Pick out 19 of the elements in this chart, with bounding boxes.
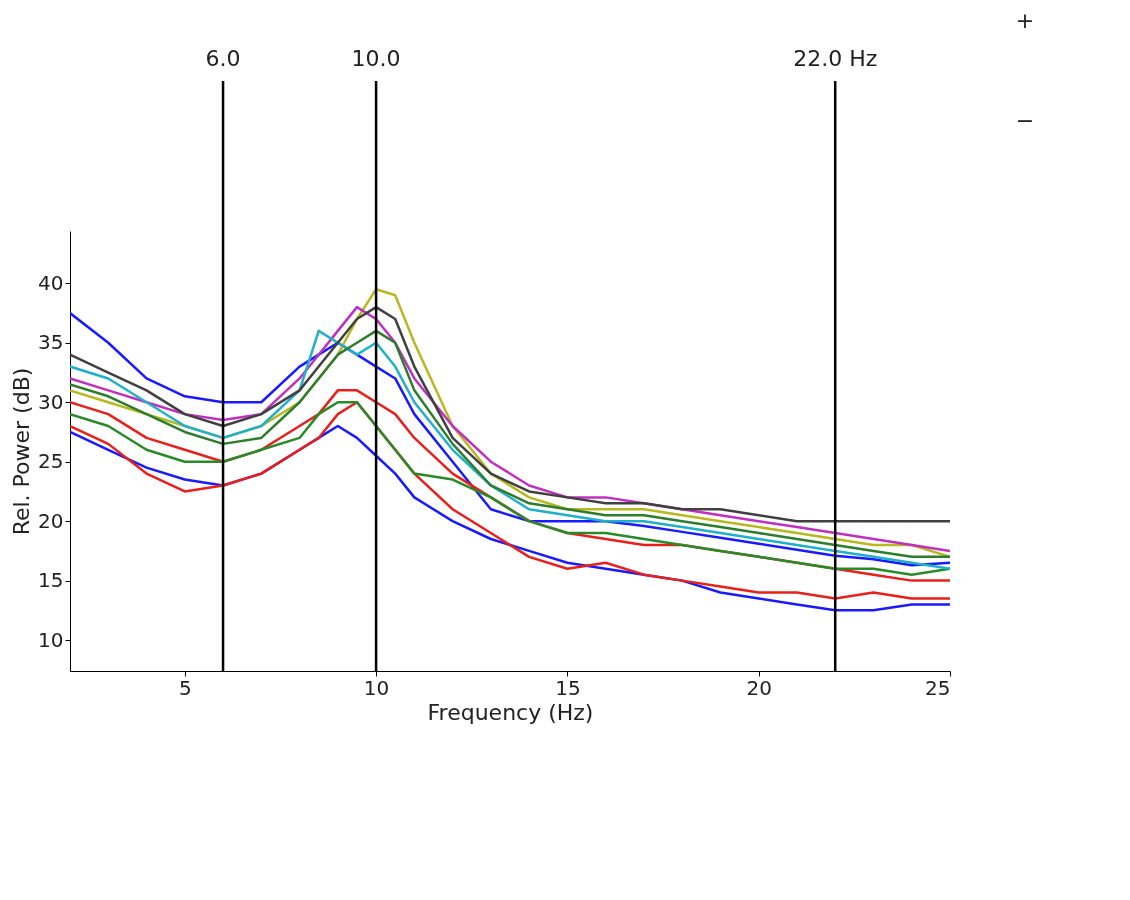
x-tick-label: 20 bbox=[746, 675, 772, 700]
ref-line-label: 10.0 bbox=[351, 46, 401, 71]
y-axis-title: Rel. Power (dB) bbox=[9, 367, 35, 536]
x-tick-label: 15 bbox=[555, 675, 581, 700]
text: + bbox=[1015, 8, 1035, 33]
y-tick-label: 25 bbox=[38, 449, 64, 474]
y-tick-label: 40 bbox=[38, 270, 64, 295]
y-tick-label: 20 bbox=[38, 508, 64, 533]
y-tick-label: 10 bbox=[38, 627, 64, 652]
x-tick-label: 10 bbox=[363, 675, 390, 700]
y-tick-label: 30 bbox=[38, 389, 64, 414]
x-axis-title: Frequency (Hz) bbox=[427, 699, 594, 725]
text: − bbox=[1015, 108, 1035, 133]
x-tick-label: 5 bbox=[178, 675, 192, 700]
y-tick-label: 35 bbox=[38, 330, 64, 355]
ref-line-label: 22.0 Hz bbox=[793, 46, 878, 71]
y-tick-label: 15 bbox=[38, 568, 64, 593]
x-tick-label: 25 bbox=[925, 675, 951, 700]
ref-line-label: 6.0 bbox=[205, 46, 241, 71]
